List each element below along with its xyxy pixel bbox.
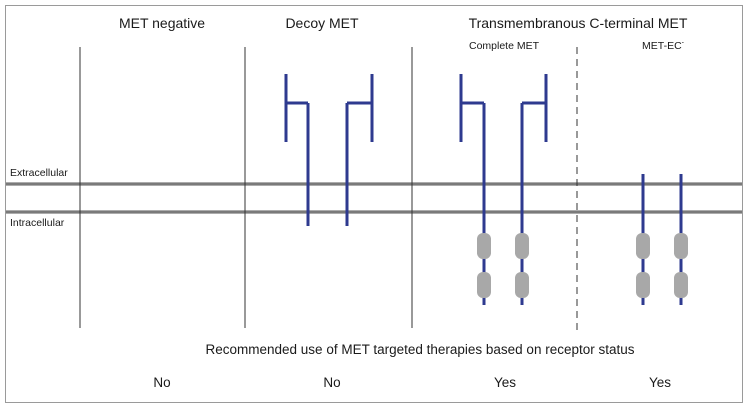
answer-met-ec: Yes — [648, 375, 672, 390]
kinase-domain — [674, 272, 688, 298]
kinase-domain — [636, 272, 650, 298]
subcolumn-title-met-ec: MET-EC- — [641, 39, 685, 53]
kinase-domain — [477, 233, 491, 259]
answer-complete-met: Yes — [493, 375, 517, 390]
met-ec-superscript: - — [681, 39, 685, 47]
column-title-transmembranous-met: Transmembranous C-terminal MET — [468, 15, 688, 31]
extracellular-label: Extracellular — [10, 167, 68, 179]
answer-met-negative: No — [153, 375, 171, 390]
column-title-decoy-met: Decoy MET — [285, 15, 359, 31]
column-title-met-negative: MET negative — [118, 15, 206, 31]
kinase-domain — [674, 233, 688, 259]
kinase-domains — [477, 233, 688, 298]
complete-met-receptor-2 — [520, 74, 548, 305]
subcolumn-title-complete-met: Complete MET — [468, 40, 540, 52]
kinase-domain — [515, 233, 529, 259]
kinase-domain — [636, 233, 650, 259]
intracellular-label: Intracellular — [10, 217, 65, 229]
decoy-met-receptor-1 — [284, 74, 310, 226]
complete-met-receptor-1 — [459, 74, 486, 305]
kinase-domain — [477, 272, 491, 298]
met-ec-label: MET-EC — [641, 40, 682, 52]
decoy-met-receptor-2 — [345, 74, 374, 226]
diagram-frame — [5, 5, 743, 403]
recommendation-caption: Recommended use of MET targeted therapie… — [205, 342, 635, 357]
kinase-domain — [515, 272, 529, 298]
answer-decoy-met: No — [323, 375, 341, 390]
